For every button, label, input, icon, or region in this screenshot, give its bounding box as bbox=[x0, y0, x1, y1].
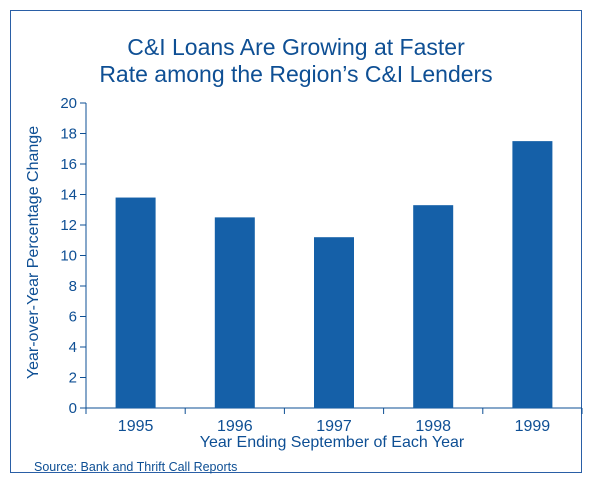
bar bbox=[314, 237, 354, 408]
y-tick-label: 18 bbox=[60, 126, 77, 143]
y-tick-label: 8 bbox=[69, 278, 77, 295]
y-tick-label: 20 bbox=[60, 95, 77, 112]
y-tick-label: 10 bbox=[60, 248, 77, 265]
x-axis-label: Year Ending September of Each Year bbox=[200, 434, 465, 451]
bar bbox=[413, 205, 454, 408]
y-tick-label: 6 bbox=[69, 309, 77, 326]
source-note: Source: Bank and Thrift Call Reports bbox=[34, 460, 238, 474]
y-tick-label: 2 bbox=[69, 370, 77, 387]
chart-title-line-1: C&I Loans Are Growing at Faster bbox=[127, 34, 465, 60]
chart-frame bbox=[10, 10, 582, 473]
x-tick-label: 1999 bbox=[515, 418, 551, 435]
bar bbox=[214, 217, 255, 408]
x-tick-label: 1996 bbox=[217, 418, 253, 435]
x-tick-label: 1997 bbox=[316, 418, 352, 435]
bar bbox=[512, 141, 553, 408]
y-axis-label: Year-over-Year Percentage Change bbox=[25, 126, 42, 379]
x-tick-label: 1998 bbox=[415, 418, 451, 435]
y-tick-label: 4 bbox=[69, 339, 77, 356]
y-tick-label: 16 bbox=[60, 156, 77, 173]
y-tick-label: 12 bbox=[60, 217, 77, 234]
y-tick-label: 14 bbox=[60, 187, 77, 204]
y-tick-label: 0 bbox=[69, 400, 77, 417]
bar bbox=[115, 197, 156, 408]
x-tick-label: 1995 bbox=[118, 418, 154, 435]
chart-title-line-2: Rate among the Region’s C&I Lenders bbox=[99, 61, 493, 87]
